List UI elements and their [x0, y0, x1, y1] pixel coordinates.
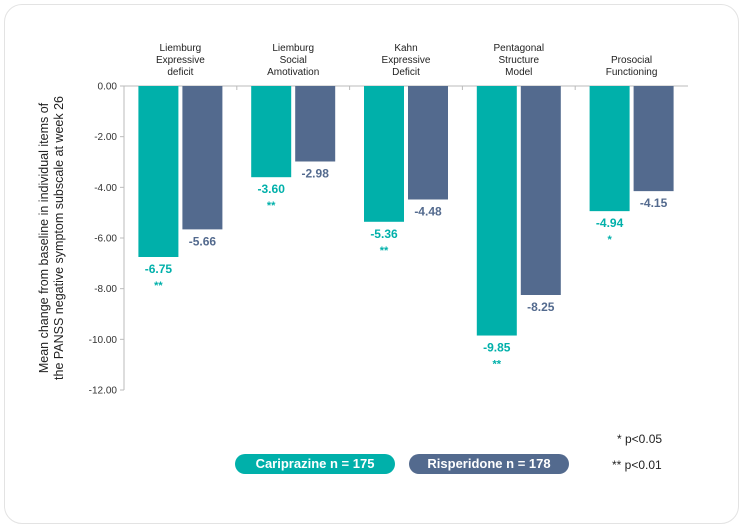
bar-cariprazine [476, 86, 517, 336]
category-label: Liemburg [272, 43, 314, 54]
significance-marker: ** [154, 280, 163, 292]
data-label: -3.60 [258, 182, 286, 196]
significance-marker: ** [493, 359, 502, 371]
data-label: -4.94 [596, 216, 624, 230]
category-label: Kahn [394, 43, 417, 54]
bar-cariprazine [589, 86, 630, 212]
bar-cariprazine [364, 86, 404, 222]
category-label: Expressive [382, 55, 431, 66]
data-label: -4.15 [640, 196, 668, 210]
significance-marker: * [607, 234, 612, 246]
bar-risperidone [295, 86, 336, 162]
category-label: Model [505, 67, 532, 78]
category-label: Expressive [156, 55, 205, 66]
category-label: Structure [499, 55, 540, 66]
y-tick-label: -10.00 [89, 335, 118, 346]
footnote-p005: * p<0.05 [617, 432, 663, 446]
data-label: -6.75 [145, 262, 173, 276]
y-tick-label: -8.00 [94, 284, 117, 295]
y-tick-label: -6.00 [94, 234, 117, 245]
category-label: Liemburg [160, 43, 202, 54]
category-label: Social [280, 55, 307, 66]
significance-marker: ** [380, 245, 389, 257]
data-label: -8.25 [527, 300, 555, 314]
bar-cariprazine [138, 86, 179, 257]
y-axis-title: Mean change from baseline in individual … [37, 102, 51, 373]
data-label: -9.85 [483, 341, 511, 355]
category-label: Prosocial [611, 55, 652, 66]
category-label: Pentagonal [493, 43, 544, 54]
bar-risperidone [633, 86, 674, 192]
bar-risperidone [520, 86, 561, 295]
bar-cariprazine [251, 86, 292, 178]
data-label: -4.48 [414, 204, 442, 218]
y-tick-label: -12.00 [89, 386, 118, 397]
y-tick-label: 0.00 [98, 82, 118, 93]
bar-risperidone [182, 86, 223, 230]
category-label: Functioning [606, 67, 658, 78]
data-label: -2.98 [302, 166, 330, 180]
footnote-p001: ** p<0.01 [612, 458, 662, 472]
category-label: Deficit [392, 67, 420, 78]
data-label: -5.36 [370, 227, 398, 241]
category-label: Amotivation [267, 67, 319, 78]
y-axis-title: the PANSS negative symptom subscale at w… [52, 96, 66, 380]
significance-marker: ** [267, 200, 276, 212]
y-tick-label: -4.00 [94, 183, 117, 194]
data-label: -5.66 [189, 234, 217, 248]
legend-cariprazine: Cariprazine n = 175 [235, 454, 395, 474]
legend-risperidone: Risperidone n = 178 [409, 454, 569, 474]
bar-risperidone [408, 86, 448, 200]
y-tick-label: -2.00 [94, 132, 117, 143]
category-label: deficit [167, 67, 193, 78]
